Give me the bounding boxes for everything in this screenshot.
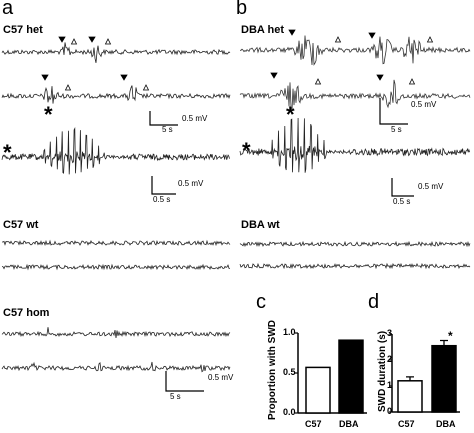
label-dba-wt: DBA wt bbox=[241, 219, 280, 231]
chart-c-xtick-c57: C57 bbox=[305, 419, 322, 429]
panel-label-d: d bbox=[368, 291, 380, 313]
trace-c57-hom-2 bbox=[1, 361, 231, 373]
trace-c57-het-2 bbox=[1, 85, 231, 104]
scalebar-b-zoom bbox=[391, 178, 414, 197]
chart-d-errorbar-dba bbox=[440, 339, 448, 346]
trace-c57-het-1 bbox=[1, 42, 231, 63]
scalebar-b-top bbox=[379, 98, 408, 125]
chart-d-xtick-c57: C57 bbox=[398, 419, 415, 429]
offset-marker bbox=[64, 84, 72, 91]
offset-marker bbox=[314, 78, 322, 85]
trace-dba-het-2 bbox=[239, 79, 471, 111]
onset-marker bbox=[120, 74, 128, 81]
chart-c-ytick-2: 0.5 bbox=[283, 367, 296, 377]
scalebar-a-top-time: 5 s bbox=[162, 125, 173, 134]
chart-d-ytick-2: 2 bbox=[387, 354, 393, 364]
scalebar-a-top-volt: 0.5 mV bbox=[182, 114, 208, 123]
onset-marker bbox=[368, 32, 376, 39]
offset-marker bbox=[334, 36, 342, 43]
chart-d-significance: * bbox=[448, 329, 453, 343]
scalebar-hom-volt: 0.5 mV bbox=[208, 373, 234, 382]
onset-marker bbox=[288, 29, 296, 36]
offset-marker bbox=[408, 78, 416, 85]
chart-c-xtick-dba: DBA bbox=[339, 419, 359, 429]
bar-charts bbox=[295, 332, 460, 414]
scalebar-a-zoom-volt: 0.5 mV bbox=[178, 179, 204, 188]
panel-label-a: a bbox=[2, 0, 14, 19]
trace-dba-wt-1 bbox=[239, 240, 471, 248]
trace-c57-hom-1 bbox=[1, 327, 231, 339]
trace-c57-wt-2 bbox=[1, 263, 231, 271]
chart-d-bar-dba bbox=[431, 344, 457, 413]
scalebar-hom-time: 5 s bbox=[170, 392, 181, 401]
asterisk-a-zoom: * bbox=[3, 140, 12, 165]
offset-marker bbox=[142, 84, 150, 91]
label-c57-het: C57 het bbox=[3, 24, 43, 36]
scalebar-hom bbox=[165, 371, 204, 392]
chart-c-ytick-3: 0.0 bbox=[283, 407, 296, 417]
trace-dba-het-1 bbox=[240, 35, 471, 66]
scalebar-a-top bbox=[149, 111, 178, 126]
chart-d-ytick-3: 1 bbox=[387, 380, 393, 390]
chart-c-bar-c57 bbox=[305, 366, 331, 414]
label-c57-wt: C57 wt bbox=[3, 219, 39, 231]
chart-d-ytick-1: 3 bbox=[387, 328, 393, 338]
scalebar-b-top-volt: 0.5 mV bbox=[411, 100, 437, 109]
chart-d-errorbar-c57 bbox=[406, 376, 414, 381]
scalebar-a-zoom bbox=[151, 176, 176, 195]
label-c57-hom: C57 hom bbox=[3, 307, 50, 319]
trace-c57-het-zoom bbox=[1, 127, 230, 175]
onset-marker bbox=[376, 74, 384, 81]
offset-marker bbox=[70, 38, 78, 45]
offset-marker bbox=[104, 38, 112, 45]
chart-d-xtick-dba: DBA bbox=[436, 419, 456, 429]
scalebar-b-zoom-time: 0.5 s bbox=[393, 197, 411, 206]
panel-label-c: c bbox=[256, 291, 266, 313]
onset-marker bbox=[41, 74, 49, 81]
onset-marker bbox=[58, 36, 66, 43]
scalebar-b-zoom-volt: 0.5 mV bbox=[418, 182, 444, 191]
eeg-traces bbox=[1, 35, 471, 373]
scalebar-b-top-time: 5 s bbox=[391, 125, 402, 134]
trace-c57-wt-1 bbox=[1, 239, 231, 247]
label-dba-het: DBA het bbox=[241, 24, 284, 36]
chart-c-bar-dba bbox=[338, 339, 364, 414]
scalebar-a-zoom-time: 0.5 s bbox=[153, 195, 171, 204]
trace-dba-wt-2 bbox=[239, 262, 471, 270]
onset-marker bbox=[270, 72, 278, 79]
panel-label-b: b bbox=[236, 0, 248, 19]
trace-dba-het-zoom bbox=[239, 117, 470, 173]
onset-marker bbox=[88, 36, 96, 43]
chart-d-ytick-4: 0 bbox=[387, 406, 393, 416]
scale-bars bbox=[149, 98, 414, 392]
trace-annotations bbox=[41, 29, 434, 91]
chart-d-bar-c57 bbox=[397, 380, 423, 413]
asterisk-b-top: * bbox=[286, 102, 295, 127]
chart-c-ytick-1: 1.0 bbox=[283, 327, 296, 337]
offset-marker bbox=[426, 36, 434, 43]
asterisk-a-top: * bbox=[44, 102, 53, 127]
